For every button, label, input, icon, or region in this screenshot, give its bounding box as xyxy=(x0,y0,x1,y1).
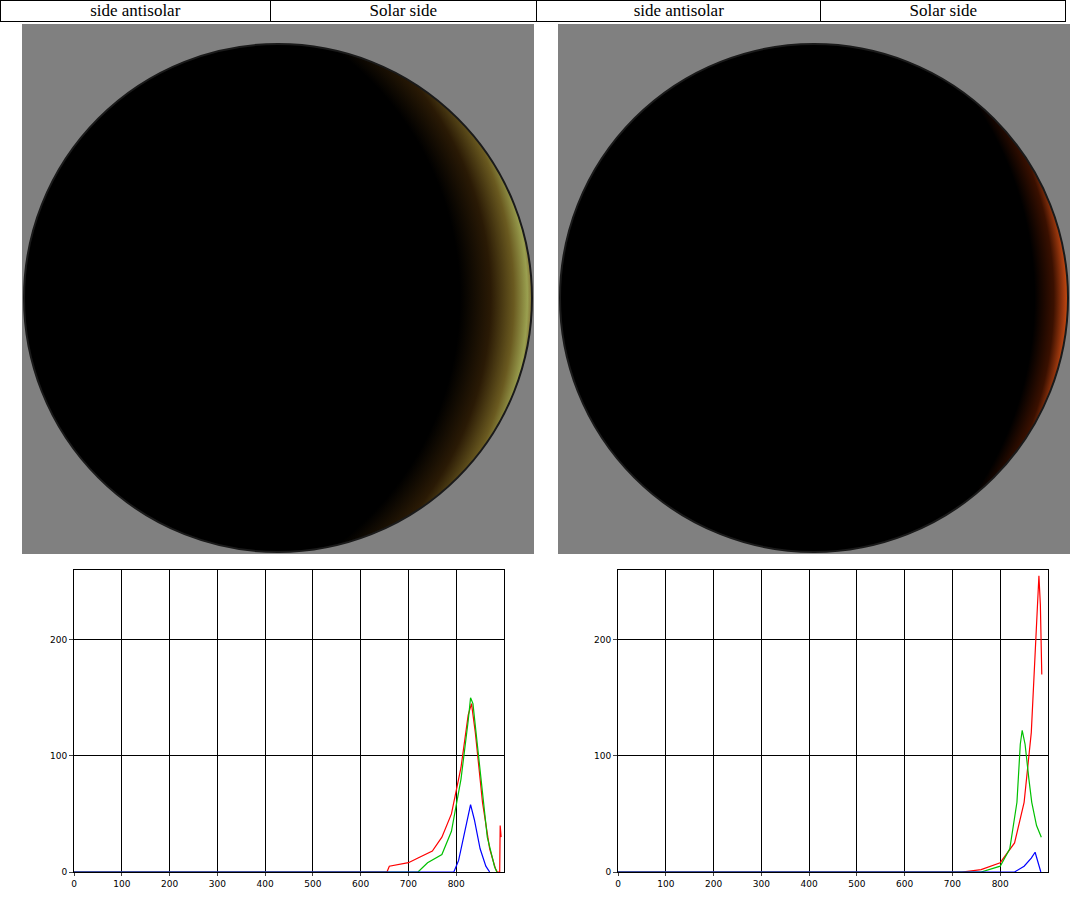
svg-text:500: 500 xyxy=(304,879,321,889)
svg-text:300: 300 xyxy=(753,879,770,889)
svg-text:0: 0 xyxy=(615,879,621,889)
svg-text:600: 600 xyxy=(352,879,369,889)
svg-text:100: 100 xyxy=(50,751,67,761)
svg-text:200: 200 xyxy=(50,635,67,645)
html-text:Solar side: Solar side xyxy=(909,1,977,20)
svg-text:700: 700 xyxy=(944,879,961,889)
svg-text:100: 100 xyxy=(657,879,674,889)
svg-text:800: 800 xyxy=(992,879,1009,889)
svg-text:0: 0 xyxy=(61,867,67,877)
svg-text:300: 300 xyxy=(209,879,226,889)
html-text:side antisolar: side antisolar xyxy=(90,1,181,20)
svg-text:100: 100 xyxy=(594,751,611,761)
svg-text:0: 0 xyxy=(71,879,77,889)
html-text:side antisolar: side antisolar xyxy=(633,1,724,20)
svg-text:200: 200 xyxy=(594,635,611,645)
svg-text:400: 400 xyxy=(257,879,274,889)
svg-text:100: 100 xyxy=(113,879,130,889)
svg-text:700: 700 xyxy=(400,879,417,889)
svg-text:0: 0 xyxy=(605,867,611,877)
svg-text:400: 400 xyxy=(801,879,818,889)
svg-text:500: 500 xyxy=(848,879,865,889)
svg-text:200: 200 xyxy=(705,879,722,889)
svg-text:200: 200 xyxy=(161,879,178,889)
svg-text:800: 800 xyxy=(448,879,465,889)
svg-text:600: 600 xyxy=(896,879,913,889)
html-text:Solar side: Solar side xyxy=(369,1,437,20)
